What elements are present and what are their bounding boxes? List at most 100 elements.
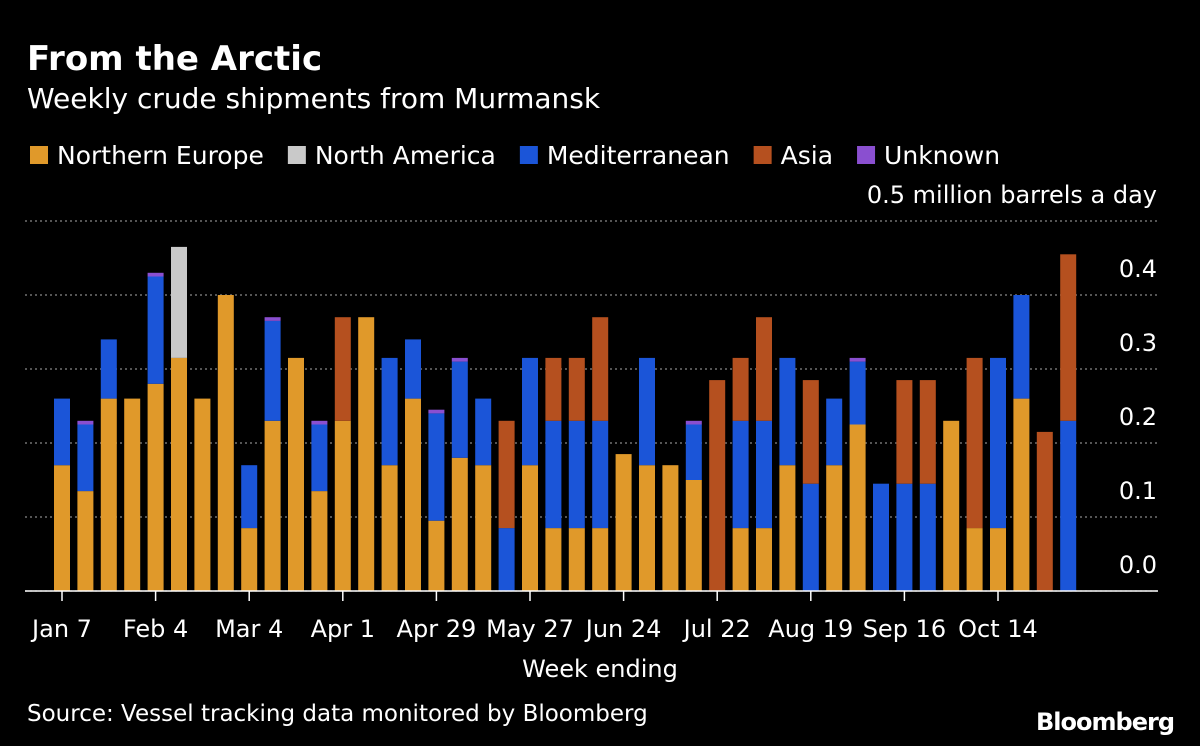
bar-segment: [545, 528, 562, 591]
bar-segment: [171, 246, 187, 358]
bar-segment: [732, 420, 749, 529]
bar-segment: [990, 357, 1006, 529]
bar-segment: [826, 465, 843, 591]
brand: Bloomberg: [1036, 708, 1174, 736]
bar-segment: [451, 457, 468, 591]
legend-label: North America: [315, 141, 496, 170]
bar-segment: [405, 339, 421, 399]
bar-segment: [639, 357, 655, 466]
x-tick-label: Jul 22: [682, 615, 751, 643]
bar-segment: [966, 357, 983, 529]
bar-segment: [732, 528, 749, 591]
bar-segment: [943, 420, 960, 591]
bar-segment: [288, 357, 304, 591]
bar-segment: [451, 361, 468, 458]
bar-segment: [77, 424, 94, 492]
bar-segment: [592, 528, 609, 591]
bar-segment: [311, 491, 328, 591]
bar-segment: [639, 465, 655, 591]
legend-label: Northern Europe: [57, 141, 264, 170]
bar-segment: [264, 320, 281, 421]
bar-segment: [662, 465, 679, 591]
x-tick-label: Apr 1: [311, 615, 375, 643]
legend-swatch: [519, 146, 538, 164]
bar-segment: [428, 409, 445, 414]
bar-segment: [54, 465, 70, 591]
x-tick-label: Feb 4: [123, 615, 188, 643]
chart-subtitle: Weekly crude shipments from Murmansk: [27, 82, 601, 115]
bar-segment: [311, 420, 328, 425]
bar-segment: [264, 420, 281, 591]
bar-segment: [685, 420, 702, 425]
bar-segment: [802, 380, 819, 484]
legend-swatch: [857, 146, 876, 164]
bar-segment: [498, 420, 515, 529]
bar-segment: [756, 317, 772, 421]
bar-segment: [194, 398, 211, 591]
bar-segment: [779, 465, 796, 591]
bar-segment: [428, 413, 445, 521]
bar-segment: [1060, 420, 1077, 591]
bar-segment: [475, 398, 492, 466]
bar-segment: [498, 528, 515, 591]
bar-segment: [849, 357, 866, 362]
x-tick-label: Jun 24: [584, 615, 662, 643]
bar-segment: [615, 454, 632, 591]
x-tick-label: Sep 16: [863, 615, 946, 643]
bar-segment: [217, 295, 234, 591]
bar-segment: [475, 465, 492, 591]
bar-segment: [732, 357, 749, 421]
bar-segment: [264, 317, 281, 321]
bar-segment: [568, 528, 585, 591]
bar-segment: [358, 317, 375, 591]
bar-segment: [405, 398, 421, 591]
legend-swatch: [287, 146, 306, 164]
bar-segment: [1013, 295, 1030, 399]
legend-label: Unknown: [884, 141, 1000, 170]
bar-segment: [545, 357, 562, 421]
source: Source: Vessel tracking data monitored b…: [27, 701, 648, 727]
bar-segment: [685, 480, 702, 591]
bar-segment: [826, 398, 843, 466]
bar-segment: [522, 357, 538, 466]
bar-segment: [873, 483, 889, 591]
y-tick-label: 0.3: [1119, 329, 1157, 357]
bar-segment: [545, 420, 562, 529]
bar-segment: [124, 398, 141, 591]
bar-segment: [756, 528, 772, 591]
legend-label: Asia: [781, 141, 833, 170]
bar-segment: [77, 420, 94, 425]
bar-segment: [779, 357, 796, 466]
bar-segment: [147, 276, 164, 384]
y-tick-label: 0.1: [1119, 477, 1157, 505]
bar-segment: [54, 398, 70, 466]
x-tick-label: Apr 29: [397, 615, 477, 643]
bar-segment: [428, 520, 445, 591]
x-tick-label: May 27: [486, 615, 574, 643]
legend-swatch: [753, 146, 772, 164]
bar-segment: [241, 465, 258, 529]
y-tick-label: 0.4: [1119, 255, 1157, 283]
y-tick-label: 0.0: [1119, 551, 1157, 579]
bar-segment: [147, 383, 164, 591]
bar-segment: [1013, 398, 1030, 591]
bar-segment: [334, 420, 351, 591]
bar-segment: [568, 420, 585, 529]
bar-segment: [171, 357, 187, 591]
bar-segment: [756, 420, 772, 529]
y-tick-label: 0.5 million barrels a day: [867, 181, 1157, 209]
legend-label: Mediterranean: [547, 141, 730, 170]
x-axis-title: Week ending: [522, 655, 678, 683]
bar-segment: [568, 357, 585, 421]
bar-segment: [592, 317, 609, 421]
bar-segment: [966, 528, 983, 591]
bar-segment: [311, 424, 328, 492]
bar-segment: [592, 420, 609, 529]
bar-segment: [990, 528, 1006, 591]
bar-segment: [685, 424, 702, 480]
bar-segment: [100, 339, 117, 399]
bar-segment: [709, 380, 726, 591]
x-tick-label: Aug 19: [768, 615, 853, 643]
